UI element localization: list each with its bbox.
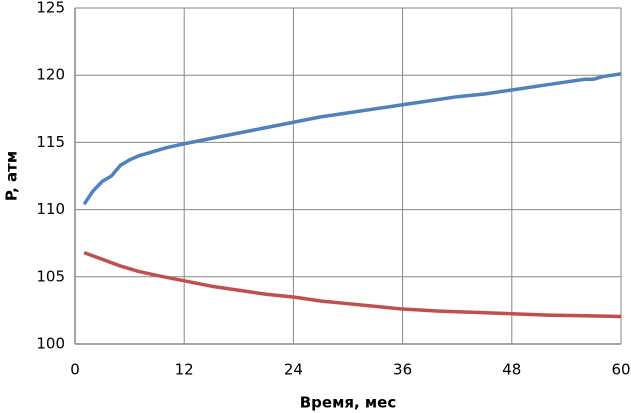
x-axis-label: Время, мес <box>300 394 396 412</box>
x-tick-label: 60 <box>611 361 630 379</box>
x-tick-label: 48 <box>502 361 521 379</box>
y-tick-label: 120 <box>36 66 65 84</box>
y-tick-label: 105 <box>36 267 65 285</box>
series-line <box>82 72 622 206</box>
y-axis-label: P, атм <box>3 151 21 201</box>
y-tick-label: 100 <box>36 335 65 353</box>
x-tick-label: 0 <box>70 361 80 379</box>
x-tick-label: 24 <box>284 361 303 379</box>
x-tick-label: 12 <box>175 361 194 379</box>
y-tick-label: 125 <box>36 0 65 17</box>
y-tick-label: 115 <box>36 133 65 151</box>
y-tick-label: 110 <box>36 200 65 218</box>
series-line <box>83 250 622 319</box>
x-tick-label: 36 <box>393 361 412 379</box>
